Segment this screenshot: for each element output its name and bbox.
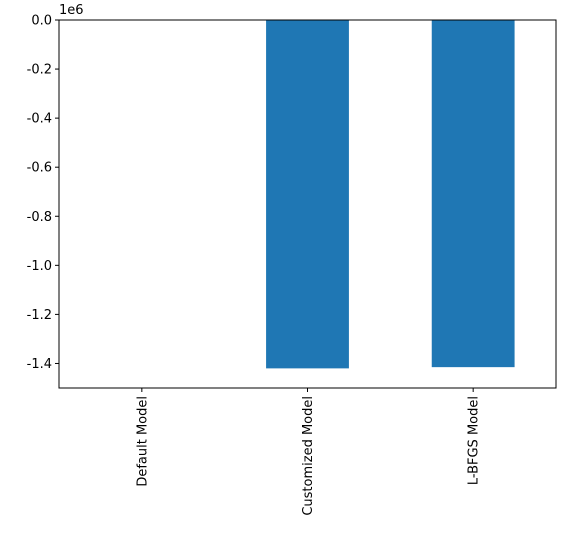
y-tick-label: -0.8 — [27, 210, 52, 225]
x-tick-label: Default Model — [135, 396, 150, 487]
x-tick-label: L-BFGS Model — [467, 396, 482, 485]
x-tick-label: Customized Model — [301, 396, 316, 516]
bar — [431, 20, 515, 368]
offset-label: 1e6 — [59, 3, 84, 18]
bar — [266, 20, 349, 369]
y-tick-label: 0.0 — [31, 14, 52, 29]
y-tick-label: -1.0 — [27, 259, 52, 274]
y-tick-label: -0.6 — [27, 161, 52, 176]
y-tick-label: -1.2 — [27, 308, 52, 323]
plot-frame — [58, 19, 557, 389]
y-tick-label: -0.4 — [27, 112, 52, 127]
y-tick-label: -0.2 — [27, 63, 52, 78]
y-tick-label: -1.4 — [27, 357, 52, 372]
